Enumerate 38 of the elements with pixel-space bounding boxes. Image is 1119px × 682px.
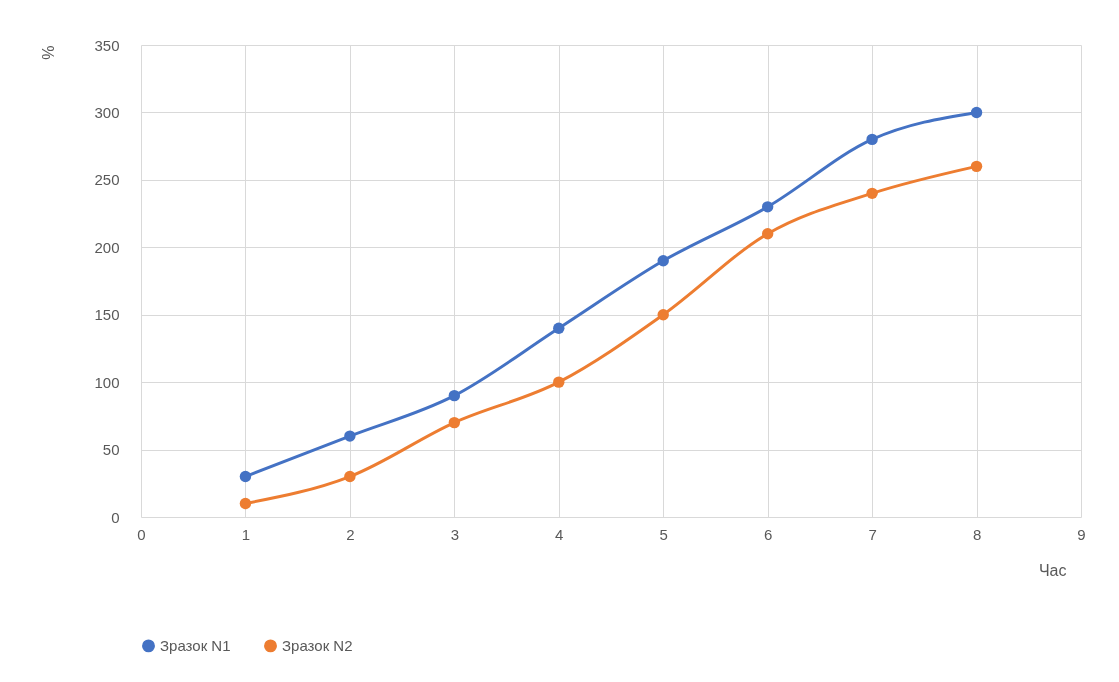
x-tick-label: 5 (659, 525, 668, 543)
point (866, 187, 878, 200)
y-tick-label: 300 (94, 103, 120, 121)
x-tick-label: 8 (972, 525, 982, 543)
point (761, 228, 774, 240)
point (970, 106, 983, 119)
y-tick-label: 0 (111, 508, 120, 526)
point (657, 309, 669, 321)
x-tick-label: 3 (450, 525, 460, 543)
point (553, 376, 565, 388)
x-tick-label: 4 (555, 525, 564, 543)
legend-label: Зразок N1 (160, 636, 231, 654)
x-axis-title: Час (1038, 561, 1067, 579)
point (866, 133, 878, 146)
point (239, 470, 252, 483)
x-tick-label: 7 (868, 525, 877, 543)
point (448, 416, 461, 429)
y-tick-label: 50 (102, 441, 120, 459)
x-tick-label: 1 (241, 525, 251, 543)
x-tick-label: 6 (763, 525, 773, 543)
y-tick-label: 150 (94, 306, 120, 324)
point (657, 255, 669, 267)
x-tick-label: 0 (137, 525, 146, 543)
point (970, 160, 983, 173)
point (553, 322, 565, 334)
y-axis-title: % (39, 45, 57, 60)
point (761, 201, 774, 213)
y-tick-label: 350 (94, 36, 120, 54)
legend-label: Зразок N2 (282, 636, 353, 654)
point (448, 389, 461, 402)
point (344, 470, 356, 483)
point (239, 497, 252, 510)
x-tick-label: 9 (1077, 525, 1086, 543)
y-tick-label: 250 (94, 171, 120, 189)
point (344, 430, 356, 442)
x-tick-label: 2 (346, 525, 355, 543)
y-tick-label: 100 (94, 373, 120, 391)
y-tick-label: 200 (94, 238, 120, 256)
